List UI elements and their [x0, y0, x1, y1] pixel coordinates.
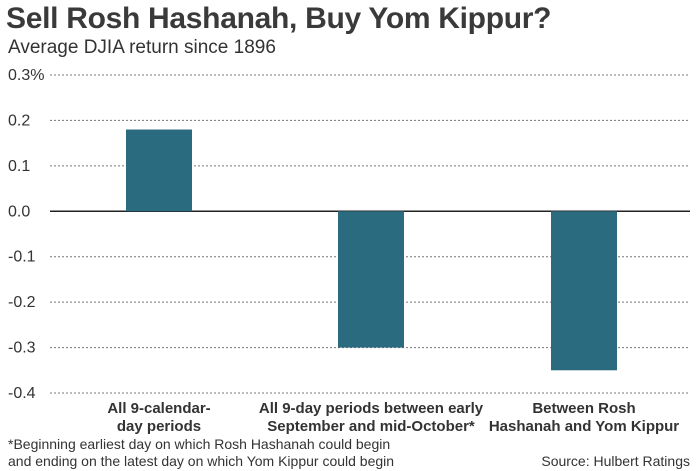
bar [551, 211, 617, 371]
source: Source: Hulbert Ratings [541, 453, 690, 469]
y-tick-label: 0.2 [8, 112, 30, 129]
y-tick-label: 0.3% [8, 67, 44, 84]
y-tick-label: 0.1 [8, 158, 30, 175]
x-tick-label: September and mid-October* [267, 418, 475, 435]
chart-title: Sell Rosh Hashanah, Buy Yom Kippur? [6, 2, 552, 35]
x-tick-label: day periods [117, 418, 201, 435]
y-tick-label: -0.4 [8, 385, 36, 402]
x-tick-label: Between Rosh [532, 400, 635, 417]
footnote: *Beginning earliest day on which Rosh Ha… [8, 436, 394, 470]
y-tick-label: -0.1 [8, 249, 36, 266]
bar [126, 129, 192, 212]
y-tick-label: 0.0 [8, 203, 30, 220]
x-tick-label: All 9-day periods between early [259, 400, 484, 417]
y-tick-label: -0.2 [8, 294, 36, 311]
y-tick-label: -0.3 [8, 340, 36, 357]
bar [338, 211, 404, 348]
x-tick-label: Hashanah and Yom Kippur [489, 418, 679, 435]
footnote-line: *Beginning earliest day on which Rosh Ha… [8, 436, 391, 452]
footnote-line: and ending on the latest day on which Yo… [8, 453, 395, 469]
chart-subtitle: Average DJIA return since 1896 [8, 37, 276, 58]
x-tick-label: All 9-calendar- [107, 400, 210, 417]
